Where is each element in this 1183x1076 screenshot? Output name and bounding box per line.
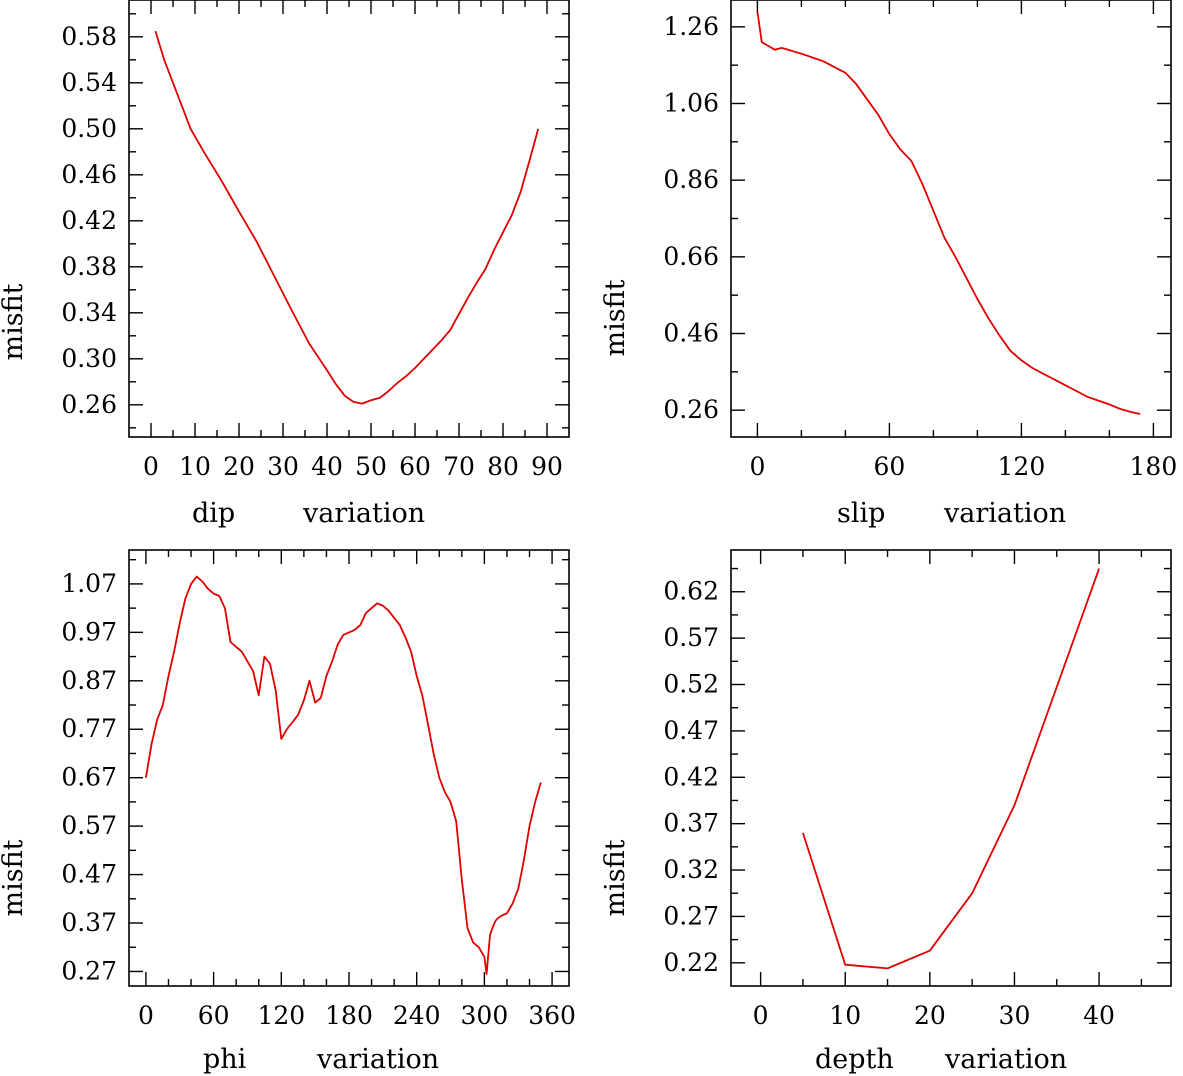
- x-axis-title-param: slip: [837, 498, 885, 529]
- x-tick-label: 40: [311, 452, 343, 481]
- x-tick-label: 20: [914, 1001, 946, 1030]
- panel-phi: misfit phi variation 0 60 120 180 240 300 360 0…: [0, 549, 576, 1075]
- series-line-misfit: [154, 30, 540, 405]
- x-axis-title-word: variation: [302, 498, 425, 529]
- y-tick-label: 0.46: [61, 160, 117, 189]
- x-tick-label: 70: [443, 452, 475, 481]
- x-tick-label: 120: [998, 452, 1046, 481]
- x-tick-label: 0: [749, 452, 765, 481]
- y-axis-title: misfit: [600, 279, 631, 356]
- y-tick-label: 0.34: [61, 298, 117, 327]
- x-tick-label: 80: [487, 452, 519, 481]
- y-tick-label: 0.62: [663, 577, 719, 606]
- y-tick-label: 0.58: [61, 22, 117, 51]
- y-tick-label: 0.22: [663, 948, 719, 977]
- y-tick-label: 0.50: [61, 114, 117, 143]
- series-line-misfit: [145, 575, 542, 975]
- x-tick-label: 300: [461, 1001, 509, 1030]
- y-tick-label: 0.87: [61, 666, 117, 695]
- y-tick-label: 0.27: [663, 901, 719, 930]
- x-axis-title-param: dip: [192, 498, 235, 529]
- y-axis-title: misfit: [0, 283, 29, 360]
- y-tick-label: 0.77: [61, 714, 117, 743]
- x-axis-title-word: variation: [943, 498, 1066, 529]
- y-tick-label: 0.37: [61, 908, 117, 937]
- series-line-misfit: [756, 11, 1141, 415]
- y-tick-label: 1.06: [663, 89, 719, 118]
- y-tick-label: 0.32: [663, 855, 719, 884]
- y-tick-label: 0.30: [61, 344, 117, 373]
- x-tick-label: 180: [325, 1001, 373, 1030]
- x-tick-label: 180: [1130, 452, 1178, 481]
- plot-frame: [128, 0, 570, 438]
- x-tick-label: 0: [143, 452, 159, 481]
- plot-frame: [128, 549, 570, 987]
- x-tick-label: 90: [531, 452, 563, 481]
- x-tick-label: 10: [179, 452, 211, 481]
- y-tick-label: 0.42: [663, 762, 719, 791]
- x-tick-label: 60: [873, 452, 905, 481]
- y-tick-label: 1.26: [663, 12, 719, 41]
- plot-frame: [730, 549, 1172, 987]
- y-tick-label: 0.57: [663, 623, 719, 652]
- x-tick-label: 40: [1083, 1001, 1115, 1030]
- y-tick-label: 0.37: [663, 809, 719, 838]
- y-tick-label: 0.57: [61, 811, 117, 840]
- y-tick-label: 0.46: [663, 319, 719, 348]
- y-tick-label: 0.26: [663, 395, 719, 424]
- y-tick-label: 0.97: [61, 617, 117, 646]
- y-tick-label: 0.38: [61, 252, 117, 281]
- x-axis-title-param: depth: [815, 1044, 894, 1075]
- y-axis-title: misfit: [0, 839, 29, 916]
- y-tick-label: 0.52: [663, 670, 719, 699]
- x-tick-label: 20: [223, 452, 255, 481]
- x-axis-title-param: phi: [203, 1044, 247, 1075]
- x-tick-label: 60: [198, 1001, 230, 1030]
- y-tick-label: 0.42: [61, 206, 117, 235]
- x-axis-title-word: variation: [944, 1044, 1067, 1075]
- y-tick-label: 0.27: [61, 956, 117, 985]
- y-axis-title: misfit: [600, 839, 631, 916]
- series-line-misfit: [802, 568, 1100, 970]
- y-tick-label: 0.54: [61, 68, 117, 97]
- y-tick-label: 0.86: [663, 165, 719, 194]
- x-tick-label: 120: [257, 1001, 305, 1030]
- y-tick-label: 0.66: [663, 242, 719, 271]
- x-axis-title-word: variation: [316, 1044, 439, 1075]
- x-tick-label: 0: [753, 1001, 769, 1030]
- x-tick-label: 30: [267, 452, 299, 481]
- panel-dip: misfit dip variation 0 10 20 30 40 50 60 70 80 90…: [0, 0, 570, 529]
- x-tick-label: 0: [138, 1001, 154, 1030]
- x-tick-label: 50: [355, 452, 387, 481]
- y-tick-label: 0.47: [663, 716, 719, 745]
- y-tick-label: 1.07: [61, 569, 117, 598]
- x-tick-label: 60: [399, 452, 431, 481]
- panel-slip: misfit slip variation 0 60 120 180 0.26 0.46 0…: [600, 0, 1177, 529]
- y-tick-label: 0.26: [61, 390, 117, 419]
- panel-depth: misfit depth variation 0 10 20 30 40 0.22 0.27…: [600, 549, 1172, 1075]
- plot-frame: [730, 0, 1172, 438]
- x-tick-label: 240: [393, 1001, 441, 1030]
- y-tick-label: 0.67: [61, 763, 117, 792]
- y-tick-label: 0.47: [61, 860, 117, 889]
- x-tick-label: 360: [528, 1001, 576, 1030]
- x-tick-label: 30: [999, 1001, 1031, 1030]
- x-tick-label: 10: [829, 1001, 861, 1030]
